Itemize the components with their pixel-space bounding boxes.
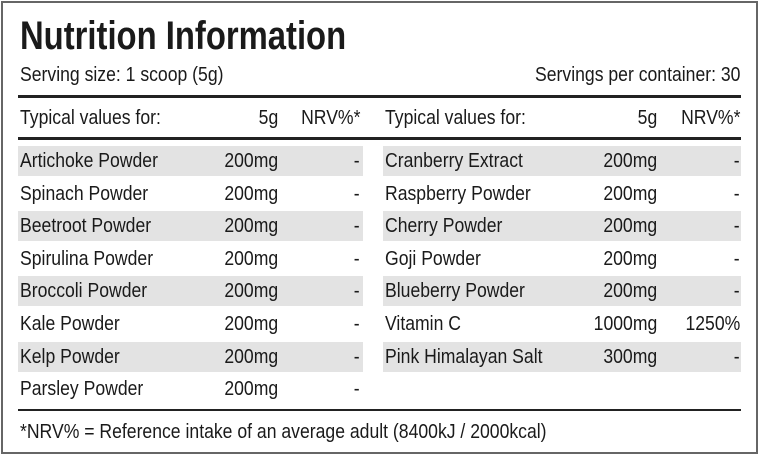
ingredient: Cherry Powder xyxy=(385,215,503,238)
ingredient: Vitamin C xyxy=(385,313,461,335)
amount: 200mg xyxy=(224,345,278,368)
amount: 200mg xyxy=(603,247,657,270)
nrv: - xyxy=(354,215,360,238)
row-shade xyxy=(383,211,741,242)
title: Nutrition Information xyxy=(20,14,347,58)
nrv: - xyxy=(354,247,360,270)
amount: 200mg xyxy=(224,182,278,205)
ingredient: Parsley Powder xyxy=(20,378,144,401)
nrv: - xyxy=(354,345,360,368)
ingredient: Spirulina Powder xyxy=(20,247,154,270)
nrv: - xyxy=(734,345,740,368)
nrv: - xyxy=(734,247,740,270)
ingredient: Artichoke Powder xyxy=(20,150,158,172)
column-header: Typical values for: xyxy=(385,107,526,129)
row-shade xyxy=(18,211,363,242)
column-header: 5g xyxy=(637,107,657,129)
ingredient: Blueberry Powder xyxy=(385,280,525,303)
amount: 200mg xyxy=(224,313,278,335)
nrv: - xyxy=(734,150,740,172)
amount: 200mg xyxy=(603,280,657,303)
ingredient: Goji Powder xyxy=(385,247,481,270)
column-header: 5g xyxy=(258,107,278,129)
ingredient: Kelp Powder xyxy=(20,345,120,368)
ingredient: Cranberry Extract xyxy=(385,150,523,172)
nrv: - xyxy=(354,280,360,303)
amount: 200mg xyxy=(224,378,278,401)
amount: 200mg xyxy=(603,215,657,238)
amount: 300mg xyxy=(603,345,657,368)
rule xyxy=(18,409,741,411)
footer: *NRV% = Reference intake of an average a… xyxy=(20,421,547,443)
ingredient: Kale Powder xyxy=(20,313,120,335)
row-shade xyxy=(383,341,741,372)
amount: 200mg xyxy=(603,150,657,172)
rule xyxy=(18,95,741,98)
amount: 200mg xyxy=(224,150,278,172)
nrv: - xyxy=(354,313,360,335)
ingredient: Spinach Powder xyxy=(20,182,149,205)
ingredient: Beetroot Powder xyxy=(20,215,152,238)
nrv: - xyxy=(734,182,740,205)
ingredient: Broccoli Powder xyxy=(20,280,148,303)
amount: 200mg xyxy=(224,215,278,238)
nrv: - xyxy=(354,182,360,205)
nrv: - xyxy=(354,378,360,401)
rule xyxy=(18,137,741,140)
serving-size: Serving size: 1 scoop (5g) xyxy=(20,64,224,86)
amount: 200mg xyxy=(603,182,657,205)
row-shade xyxy=(383,276,741,307)
amount: 200mg xyxy=(224,247,278,270)
row-shade xyxy=(383,146,741,176)
ingredient: Raspberry Powder xyxy=(385,182,531,205)
column-header: NRV%* xyxy=(680,107,740,129)
nrv: - xyxy=(354,150,360,172)
column-header: Typical values for: xyxy=(20,107,161,129)
row-shade xyxy=(18,341,363,372)
servings: Servings per container: 30 xyxy=(534,64,740,86)
amount: 200mg xyxy=(224,280,278,303)
ingredient: Pink Himalayan Salt xyxy=(385,345,543,368)
column-header: NRV%* xyxy=(300,107,360,129)
nrv: - xyxy=(734,280,740,303)
nrv: 1250% xyxy=(685,313,740,335)
row-shade xyxy=(18,146,363,176)
nrv: - xyxy=(734,215,740,238)
amount: 1000mg xyxy=(593,313,657,335)
row-shade xyxy=(18,276,363,307)
